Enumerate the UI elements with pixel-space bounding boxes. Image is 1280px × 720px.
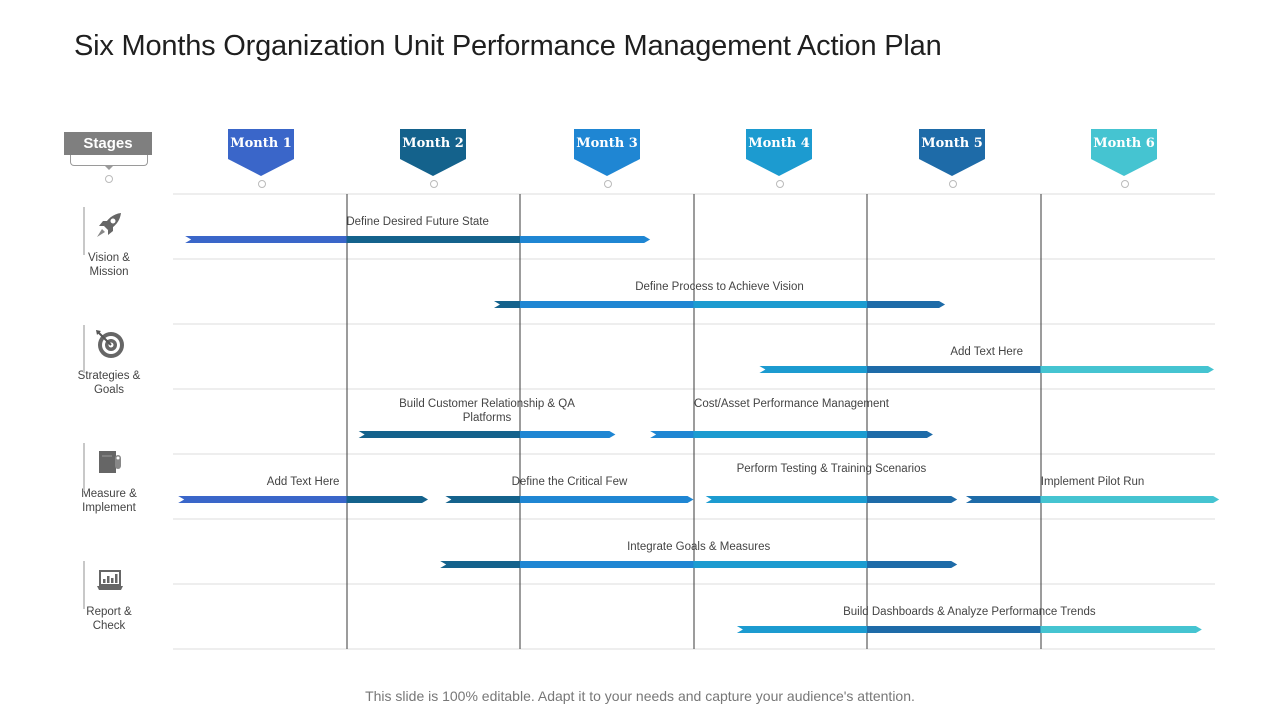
month-6-label: Month 6 [1093, 136, 1155, 151]
task-label: Build Customer Relationship & QA Platfor… [399, 398, 575, 424]
stage-label: Report & Check [86, 606, 132, 632]
stage-report-check: Report & Check [70, 561, 148, 633]
page-title: Six Months Organization Unit Performance… [74, 30, 942, 62]
month-marker-4: Month 4 [746, 129, 812, 177]
stages-bracket-tip [104, 165, 114, 170]
task-bar [965, 496, 1220, 503]
month-dot-4 [776, 180, 784, 188]
task-label: Implement Pilot Run [1040, 476, 1145, 488]
month-5-shape [919, 129, 985, 176]
month-marker-5: Month 5 [919, 129, 985, 177]
month-5-label: Month 5 [921, 136, 983, 151]
stage-label: Strategies & Goals [77, 370, 141, 396]
rocket-icon [97, 213, 121, 237]
target-icon [96, 330, 124, 358]
stage-divider [83, 207, 85, 255]
stage-strategies-goals: Strategies & Goals [70, 325, 148, 397]
task-label: Build Dashboards & Analyze Performance T… [843, 606, 1096, 618]
footer-note: This slide is 100% editable. Adapt it to… [365, 688, 915, 704]
laptop-chart-icon [97, 570, 123, 590]
month-dot-5 [949, 180, 957, 188]
month-dot-3 [604, 180, 612, 188]
month-dot-1 [258, 180, 266, 188]
month-1-shape [228, 129, 294, 176]
task-label: Add Text Here [266, 476, 340, 488]
stage-divider [83, 561, 85, 609]
stage-label: Vision & Mission [88, 252, 130, 278]
task-bar [178, 496, 429, 503]
task-bar [445, 496, 694, 503]
month-4-shape [746, 129, 812, 176]
task-label: Cost/Asset Performance Management [694, 398, 889, 410]
month-1-label: Month 1 [230, 136, 292, 151]
month-marker-6: Month 6 [1091, 129, 1157, 177]
month-2-shape [400, 129, 466, 176]
task-bar [705, 496, 958, 503]
month-marker-1: Month 1 [228, 129, 294, 177]
task-bar [736, 626, 1202, 633]
task-label: Define Desired Future State [346, 216, 489, 228]
month-3-label: Month 3 [576, 136, 638, 151]
month-6-shape [1091, 129, 1157, 176]
month-marker-2: Month 2 [400, 129, 466, 177]
task-label: Integrate Goals & Measures [627, 541, 771, 553]
stage-measure-implement: Measure & Implement [70, 443, 148, 515]
task-label: Add Text Here [950, 346, 1024, 358]
task-label: Define the Critical Few [511, 476, 628, 488]
task-bar [759, 366, 1214, 373]
task-bar [185, 236, 651, 243]
stage-divider [83, 325, 85, 373]
stage-vision-mission: Vision & Mission [70, 207, 148, 279]
stages-dot [105, 175, 113, 183]
month-dot-2 [430, 180, 438, 188]
task-label: Define Process to Achieve Vision [635, 281, 804, 293]
month-3-shape [574, 129, 640, 176]
stage-divider [83, 443, 85, 491]
task-bar [440, 561, 958, 568]
document-icon [99, 451, 121, 473]
month-2-label: Month 2 [402, 136, 464, 151]
stage-label: Measure & Implement [81, 488, 137, 514]
month-4-label: Month 4 [748, 136, 810, 151]
month-dot-6 [1121, 180, 1129, 188]
stages-header: Stages [64, 132, 152, 155]
task-bar [493, 301, 946, 308]
task-bar [358, 431, 616, 438]
month-marker-3: Month 3 [574, 129, 640, 177]
task-bar [650, 431, 933, 438]
task-label: Perform Testing & Training Scenarios [736, 463, 927, 475]
